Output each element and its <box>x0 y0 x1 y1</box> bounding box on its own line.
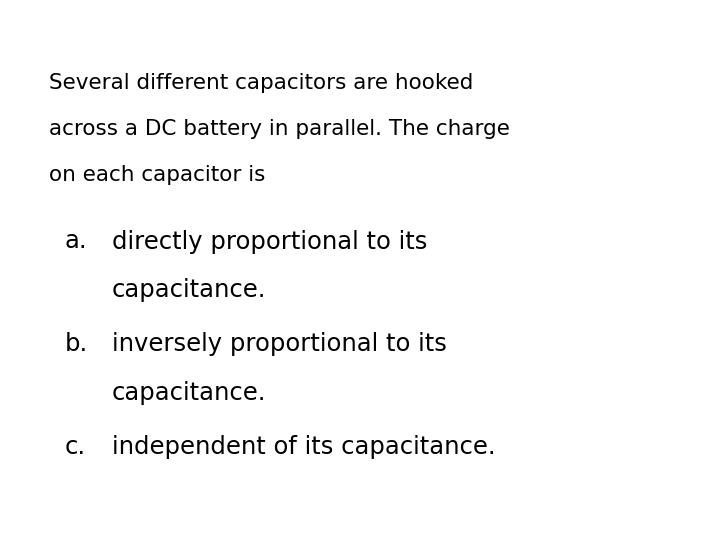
Text: capacitance.: capacitance. <box>112 278 266 302</box>
Text: c.: c. <box>65 435 86 458</box>
Text: a.: a. <box>65 230 87 253</box>
Text: directly proportional to its: directly proportional to its <box>112 230 427 253</box>
Text: on each capacitor is: on each capacitor is <box>49 165 266 185</box>
Text: capacitance.: capacitance. <box>112 381 266 404</box>
Text: b.: b. <box>65 332 88 356</box>
Text: Several different capacitors are hooked: Several different capacitors are hooked <box>49 73 473 93</box>
Text: across a DC battery in parallel. The charge: across a DC battery in parallel. The cha… <box>49 119 510 139</box>
Text: inversely proportional to its: inversely proportional to its <box>112 332 446 356</box>
Text: independent of its capacitance.: independent of its capacitance. <box>112 435 495 458</box>
